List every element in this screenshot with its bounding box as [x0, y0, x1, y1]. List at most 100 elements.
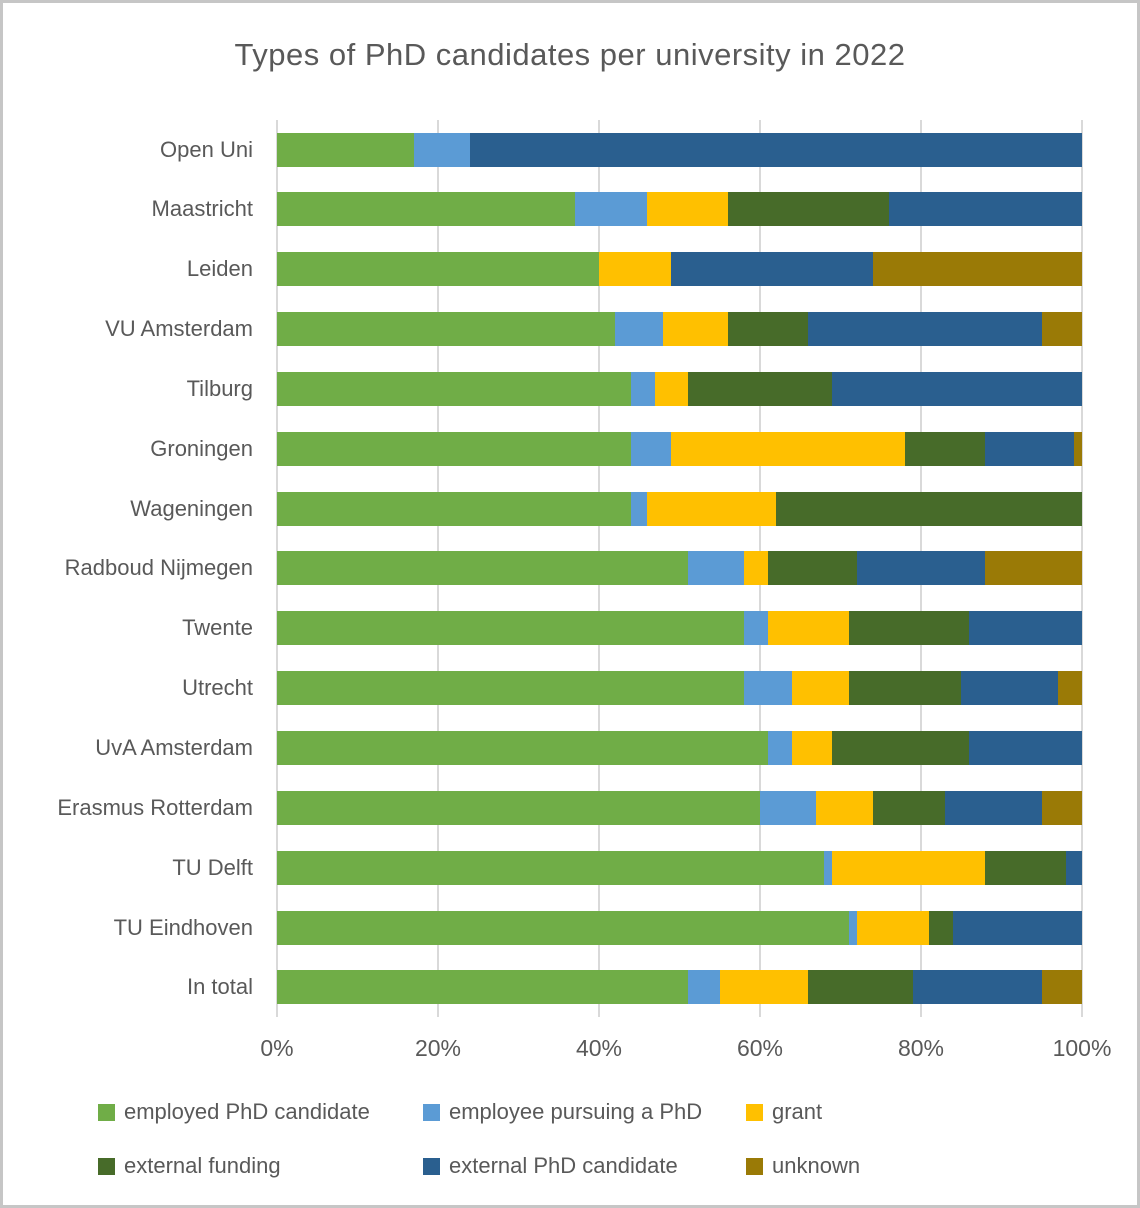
legend-item: employee pursuing a PhD [423, 1099, 702, 1125]
bar-segment [768, 551, 857, 586]
bar-track [277, 731, 1082, 765]
bar-segment [277, 371, 632, 406]
bar-segment [671, 252, 873, 287]
bar-segment [969, 611, 1082, 646]
bar-segment [413, 132, 471, 167]
bar-row: In total [3, 970, 1137, 1005]
legend-label: unknown [772, 1153, 861, 1178]
bar-segment [574, 192, 648, 227]
bar-segment [277, 970, 688, 1005]
legend-label: employee pursuing a PhD [449, 1099, 703, 1124]
bar-segment [969, 731, 1082, 765]
bar-track [277, 132, 1082, 167]
x-axis-tick-label: 40% [575, 1035, 623, 1061]
bar-segment [631, 491, 648, 526]
bar-track [277, 790, 1082, 825]
legend-label: grant [772, 1099, 823, 1124]
bar-segment [743, 611, 769, 646]
category-label: Utrecht [182, 675, 253, 701]
x-axis-tick-label: 80% [897, 1035, 945, 1061]
bar-segment [671, 431, 905, 466]
bar-track [277, 850, 1082, 885]
bar-segment [277, 132, 414, 167]
legend-item: external funding [98, 1153, 281, 1179]
bar-row: Open Uni [3, 132, 1137, 167]
bar-segment [912, 970, 1042, 1005]
bar-row: VU Amsterdam [3, 312, 1137, 347]
bar-segment [599, 252, 672, 287]
bar-segment [277, 491, 632, 526]
legend-item: unknown [746, 1153, 860, 1179]
bar-segment [647, 491, 777, 526]
bar-segment [848, 910, 857, 945]
bar-segment [872, 252, 1082, 287]
bar-segment [985, 551, 1082, 586]
bar-track [277, 192, 1082, 227]
category-label: VU Amsterdam [105, 316, 253, 342]
x-axis-tick-label: 100% [1052, 1035, 1112, 1061]
bar-segment [655, 371, 688, 406]
chart-title: Types of PhD candidates per university i… [234, 37, 906, 72]
category-label: Tilburg [186, 375, 253, 401]
bar-track [277, 910, 1082, 945]
bar-segment [615, 312, 664, 347]
bar-segment [470, 132, 1082, 167]
bar-track [277, 252, 1082, 287]
bar-segment [872, 790, 946, 825]
bar-segment [808, 312, 1042, 347]
bar-segment [961, 671, 1058, 706]
category-label: Maastricht [151, 196, 253, 222]
bar-segment [985, 850, 1066, 885]
legend-label: external PhD candidate [449, 1153, 678, 1178]
bar-segment [824, 850, 833, 885]
category-label: Wageningen [130, 495, 253, 521]
bar-segment [687, 371, 833, 406]
bar-segment [929, 910, 954, 945]
gridline [1081, 120, 1083, 1017]
bar-segment [808, 970, 913, 1005]
bar-segment [277, 910, 849, 945]
category-label: Erasmus Rotterdam [57, 794, 253, 820]
bar-track [277, 431, 1082, 466]
legend-swatch [746, 1157, 763, 1175]
bar-row: Tilburg [3, 371, 1137, 406]
bar-segment [953, 910, 1082, 945]
bar-segment [727, 312, 809, 347]
bar-segment [1041, 790, 1082, 825]
legend-label: external funding [124, 1153, 281, 1178]
bar-segment [727, 192, 889, 227]
bar-segment [768, 611, 849, 646]
category-label: Leiden [186, 256, 253, 282]
bar-track [277, 491, 1082, 526]
bar-segment [856, 551, 986, 586]
bar-row: Maastricht [3, 192, 1137, 227]
bar-segment [743, 671, 793, 706]
bar-segment [743, 551, 769, 586]
bar-row: TU Eindhoven [3, 910, 1137, 945]
bar-segment [985, 431, 1074, 466]
bar-row: Erasmus Rotterdam [3, 790, 1137, 825]
bar-row: Radboud Nijmegen [3, 551, 1137, 586]
legend-swatch [98, 1157, 115, 1175]
bar-segment [888, 192, 1082, 227]
bar-track [277, 312, 1082, 347]
category-label: Open Uni [160, 136, 253, 162]
bar-segment [760, 790, 817, 825]
bar-rows: Open Uni Maastricht Leiden VU Amsterdam Tilb… [3, 120, 1137, 1017]
bar-track [277, 671, 1082, 706]
bar-segment [277, 850, 825, 885]
x-axis-tick-label: 0% [260, 1035, 294, 1061]
bar-segment [792, 731, 833, 765]
bar-row: UvA Amsterdam [3, 731, 1137, 765]
bar-track [277, 371, 1082, 406]
bar-row: Leiden [3, 252, 1137, 287]
bar-segment [277, 731, 769, 765]
bar-segment [1073, 431, 1082, 466]
x-axis-tick-label: 20% [414, 1035, 462, 1061]
bar-row: Wageningen [3, 491, 1137, 526]
bar-row: Twente [3, 611, 1137, 646]
category-label: In total [186, 974, 253, 1000]
x-axis: 0% 20% 40% 60% 80% 100% [260, 1035, 1111, 1065]
bar-segment [904, 431, 986, 466]
bar-segment [945, 790, 1042, 825]
